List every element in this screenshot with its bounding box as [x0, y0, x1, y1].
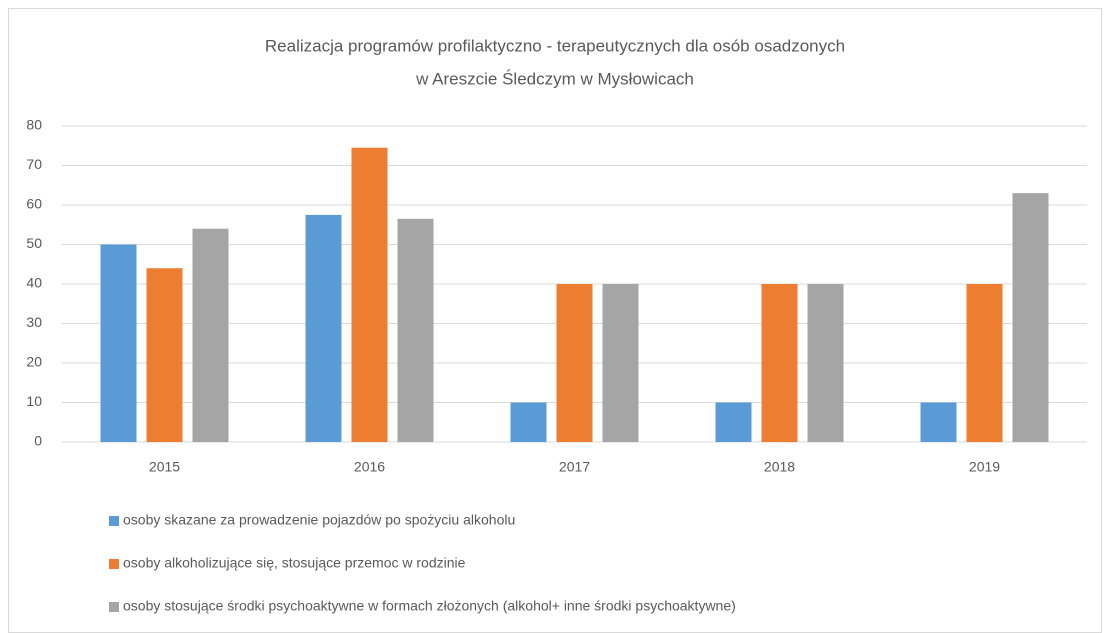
bar — [146, 268, 183, 442]
legend-label: osoby skazane za prowadzenie pojazdów po… — [123, 512, 515, 528]
bar — [807, 284, 844, 442]
bar — [715, 402, 752, 442]
legend-label: osoby alkoholizujące się, stosujące prze… — [123, 555, 466, 571]
y-tick-label: 40 — [26, 275, 42, 291]
y-tick-label: 0 — [34, 433, 42, 449]
bar — [556, 284, 593, 442]
legend-swatch — [109, 516, 119, 526]
y-tick-label: 20 — [26, 354, 42, 370]
y-tick-label: 70 — [26, 156, 42, 172]
y-tick-label: 30 — [26, 314, 42, 330]
bar — [510, 402, 547, 442]
x-tick-label: 2015 — [149, 459, 180, 475]
y-tick-label: 10 — [26, 393, 42, 409]
bar — [966, 284, 1003, 442]
bar — [100, 244, 137, 442]
x-tick-label: 2018 — [764, 459, 795, 475]
bar — [1012, 193, 1049, 442]
bar — [920, 402, 957, 442]
y-tick-label: 60 — [26, 196, 42, 212]
bar — [602, 284, 639, 442]
bar — [397, 218, 434, 442]
bar — [761, 284, 798, 442]
x-tick-label: 2017 — [559, 459, 590, 475]
chart-border — [8, 8, 1102, 633]
x-tick-label: 2016 — [354, 459, 385, 475]
bar — [305, 214, 342, 442]
x-tick-label: 2019 — [969, 459, 1000, 475]
y-tick-label: 50 — [26, 235, 42, 251]
bar — [192, 228, 229, 442]
legend-swatch — [109, 602, 119, 612]
chart-title: Realizacja programów profilaktyczno - te… — [265, 36, 845, 55]
legend-swatch — [109, 559, 119, 569]
y-tick-label: 80 — [26, 117, 42, 133]
legend-label: osoby stosujące środki psychoaktywne w f… — [123, 598, 736, 614]
bar — [351, 147, 388, 442]
chart-title: w Areszcie Śledczym w Mysłowicach — [415, 69, 694, 88]
